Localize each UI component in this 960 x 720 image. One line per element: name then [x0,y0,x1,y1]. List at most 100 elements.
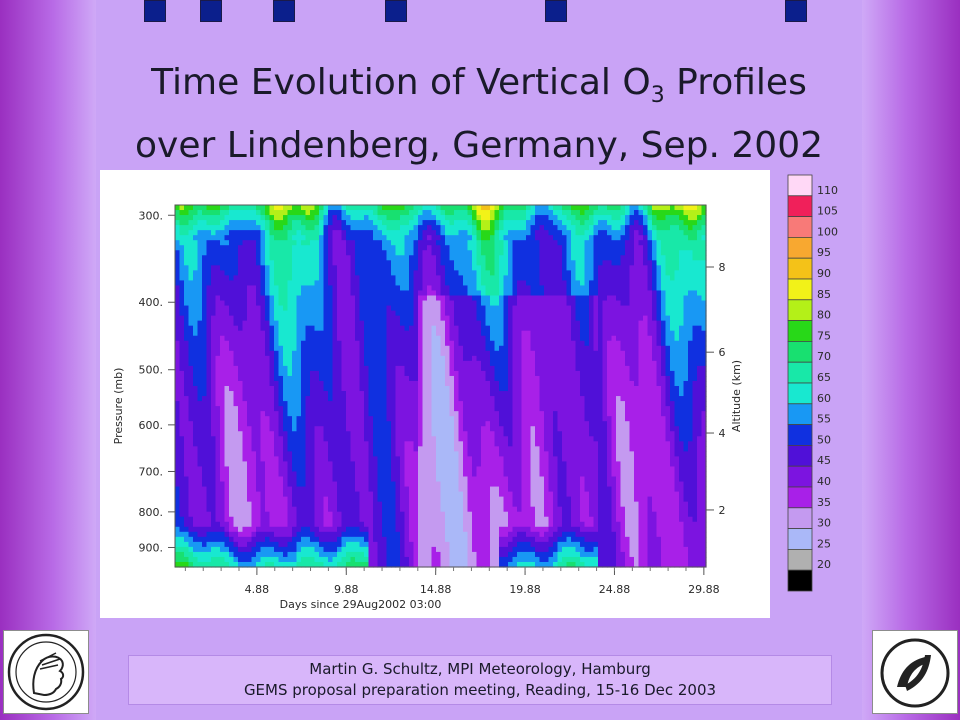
heatmap-cell [224,340,230,347]
heatmap-cell [481,355,487,362]
heatmap-cell [472,416,478,422]
heatmap-cell [265,531,271,538]
heatmap-cell [202,456,208,463]
heatmap-cell [467,245,473,251]
heatmap-cell [368,491,374,498]
heatmap-cell [206,391,212,397]
heatmap-cell [481,516,487,523]
heatmap-cell [458,401,464,407]
heatmap-cell [278,330,284,337]
heatmap-cell [436,205,442,211]
heatmap-cell [382,531,388,538]
heatmap-cell [179,205,185,211]
heatmap-cell [377,340,383,347]
heatmap-cell [481,431,487,437]
heatmap-cell [422,275,428,282]
heatmap-cell [454,451,460,457]
heatmap-cell [305,496,311,503]
heatmap-cell [418,305,424,312]
heatmap-cell [382,235,388,241]
heatmap-cell [364,436,370,442]
heatmap-cell [184,335,190,342]
heatmap-cell [224,471,230,478]
heatmap-cell [328,230,334,236]
heatmap-cell [427,290,433,297]
heatmap-cell [175,481,181,488]
heatmap-cell [242,355,248,362]
heatmap-cell [364,411,370,417]
heatmap-cell [215,441,221,447]
heatmap-cell [395,225,401,231]
heatmap-cell [310,401,316,407]
heatmap-cell [224,250,230,256]
heatmap-cell [211,421,217,427]
heatmap-cell [395,476,401,483]
heatmap-cell [256,496,262,503]
heatmap-cell [436,240,442,246]
heatmap-cell [422,300,428,307]
heatmap-cell [377,396,383,402]
heatmap-cell [274,556,280,563]
heatmap-cell [355,245,361,251]
heatmap-cell [296,471,302,478]
heatmap-cell [481,290,487,297]
heatmap-cell [274,486,280,493]
heatmap-cell [364,345,370,352]
heatmap-cell [386,471,392,478]
heatmap-cell [328,240,334,246]
heatmap-cell [242,531,248,538]
heatmap-cell [287,245,293,251]
heatmap-cell [364,396,370,402]
heatmap-cell [242,486,248,493]
heatmap-cell [409,396,415,402]
heatmap-cell [359,551,365,558]
heatmap-cell [332,335,338,342]
heatmap-cell [391,270,397,276]
heatmap-cell [197,230,203,236]
heatmap-cell [265,210,271,216]
heatmap-cell [400,516,406,523]
heatmap-cell [242,411,248,417]
heatmap-cell [431,506,437,513]
heatmap-cell [188,215,194,221]
heatmap-cell [301,225,307,231]
heatmap-cell [355,491,361,498]
heatmap-cell [463,235,469,241]
heatmap-cell [287,240,293,246]
heatmap-cell [346,491,352,498]
heatmap-cell [337,416,343,422]
heatmap-cell [445,561,451,568]
heatmap-cell [409,461,415,468]
heatmap-cell [314,526,320,533]
heatmap-cell [301,235,307,241]
heatmap-cell [409,401,415,407]
heatmap-cell [265,370,271,377]
heatmap-cell [391,451,397,457]
heatmap-cell [431,516,437,523]
heatmap-cell [251,551,257,558]
heatmap-cell [377,446,383,452]
heatmap-cell [206,421,212,427]
heatmap-cell [251,245,257,251]
heatmap-cell [467,315,473,322]
heatmap-cell [193,401,199,407]
heatmap-cell [247,380,253,387]
heatmap-cell [409,431,415,437]
heatmap-cell [409,350,415,357]
heatmap-cell [319,300,325,307]
heatmap-cell [445,386,451,392]
heatmap-cell [436,280,442,287]
heatmap-cell [476,441,482,447]
heatmap-cell [368,320,374,327]
heatmap-cell [337,551,343,558]
heatmap-cell [364,320,370,327]
heatmap-cell [476,240,482,246]
heatmap-cell [404,280,410,287]
heatmap-cell [481,250,487,256]
heatmap-cell [346,235,352,241]
heatmap-cell [449,255,455,261]
heatmap-cell [341,426,347,432]
heatmap-cell [224,491,230,498]
heatmap-cell [184,250,190,256]
heatmap-cell [463,295,469,302]
